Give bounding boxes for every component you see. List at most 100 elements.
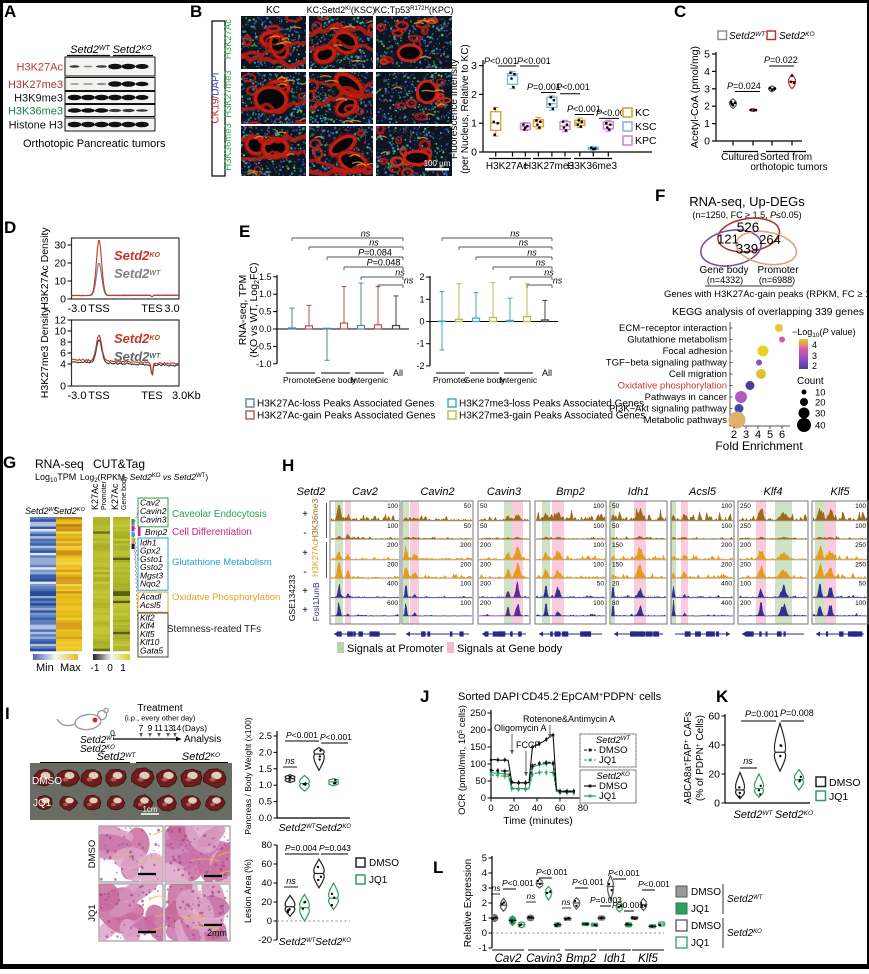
svg-text:60: 60 — [261, 859, 272, 870]
svg-text:Setd2: Setd2 — [297, 486, 326, 498]
svg-text:50: 50 — [612, 503, 620, 510]
svg-text:G: G — [3, 453, 16, 472]
svg-text:Stemness-reated TFs: Stemness-reated TFs — [167, 624, 261, 635]
svg-text:Pathways in cancer: Pathways in cancer — [645, 392, 727, 403]
svg-text:2: 2 — [812, 361, 817, 371]
svg-text:ns: ns — [404, 276, 414, 286]
svg-text:orthotopic tumors: orthotopic tumors — [750, 162, 827, 173]
svg-text:1: 1 — [482, 913, 487, 924]
svg-text:H3K27Ac: H3K27Ac — [17, 62, 64, 74]
svg-text:200: 200 — [721, 542, 732, 549]
svg-text:250: 250 — [740, 523, 751, 530]
svg-text:TGF−beta signaling pathway: TGF−beta signaling pathway — [606, 358, 727, 369]
svg-text:H3K27Ac: H3K27Ac — [223, 19, 234, 59]
svg-text:P<0.001: P<0.001 — [608, 868, 640, 878]
svg-text:P<0.001: P<0.001 — [536, 867, 568, 877]
svg-text:Fluorescence Intensity: Fluorescence Intensity — [449, 59, 460, 159]
svg-text:250: 250 — [740, 503, 751, 510]
svg-text:3: 3 — [471, 60, 477, 72]
svg-text:200: 200 — [460, 542, 471, 549]
svg-text:200: 200 — [721, 562, 732, 569]
svg-text:CUT&Tag: CUT&Tag — [93, 457, 145, 471]
svg-text:KC: KC — [266, 5, 280, 16]
svg-text:Lesion Area (%): Lesion Area (%) — [243, 859, 253, 923]
svg-text:0: 0 — [481, 793, 486, 804]
svg-text:P<0.001: P<0.001 — [572, 877, 604, 887]
svg-text:0: 0 — [60, 294, 66, 306]
svg-text:200: 200 — [740, 542, 751, 549]
svg-text:100: 100 — [855, 600, 866, 607]
svg-text:Idh1: Idh1 — [604, 953, 626, 965]
svg-text:40: 40 — [815, 421, 826, 432]
svg-text:P=0.001: P=0.001 — [612, 900, 644, 910]
svg-text:(Days): (Days) — [182, 723, 207, 733]
svg-text:Relative Expression: Relative Expression — [463, 859, 474, 947]
svg-text:200: 200 — [480, 562, 491, 569]
svg-text:50: 50 — [597, 581, 605, 588]
svg-text:+: + — [302, 586, 308, 597]
svg-text:Caveolar Endocytosis: Caveolar Endocytosis — [172, 509, 267, 520]
svg-text:100: 100 — [593, 562, 604, 569]
svg-text:GSE134233: GSE134233 — [287, 575, 297, 622]
svg-text:+: + — [302, 509, 308, 520]
svg-text:0: 0 — [471, 147, 477, 159]
svg-text:DMSO: DMSO — [32, 776, 62, 787]
svg-text:0.5: 0.5 — [259, 307, 272, 317]
svg-text:+: + — [302, 548, 308, 559]
svg-text:ns: ns — [285, 756, 295, 766]
svg-text:Treatment: Treatment — [137, 703, 182, 714]
svg-text:Klf4: Klf4 — [764, 486, 783, 498]
svg-text:Promoter: Promoter — [101, 481, 108, 510]
svg-text:P=0.008: P=0.008 — [780, 708, 814, 718]
svg-text:P<0.001: P<0.001 — [502, 878, 534, 888]
svg-text:ns: ns — [369, 238, 379, 248]
svg-text:50: 50 — [480, 523, 488, 530]
svg-text:7: 7 — [139, 723, 144, 733]
svg-text:-2: -2 — [416, 361, 424, 371]
svg-text:200: 200 — [387, 542, 398, 549]
svg-text:Signals at Promoter: Signals at Promoter — [347, 643, 444, 655]
svg-text:All: All — [542, 368, 552, 378]
svg-text:P=0.043: P=0.043 — [319, 843, 351, 853]
svg-text:200: 200 — [480, 600, 491, 607]
svg-text:100: 100 — [721, 523, 732, 530]
svg-text:100: 100 — [855, 503, 866, 510]
svg-text:Cav2: Cav2 — [352, 486, 378, 498]
svg-text:5: 5 — [482, 853, 487, 864]
svg-text:Cavin3: Cavin3 — [526, 953, 562, 965]
svg-text:-1: -1 — [479, 943, 487, 954]
svg-text:TSS: TSS — [88, 303, 109, 315]
svg-text:Acsl5: Acsl5 — [139, 600, 161, 610]
svg-text:H3K27Ac: H3K27Ac — [310, 540, 320, 577]
svg-text:20: 20 — [509, 803, 520, 814]
svg-text:Oxidatve Phosphorylation: Oxidatve Phosphorylation — [172, 592, 280, 603]
svg-text:H3K27me3: H3K27me3 — [223, 70, 234, 118]
svg-text:8: 8 — [60, 337, 66, 349]
svg-text:50: 50 — [859, 581, 867, 588]
svg-text:TES: TES — [141, 303, 162, 315]
svg-text:11: 11 — [154, 723, 163, 733]
svg-text:Oxidative phosphorylation: Oxidative phosphorylation — [618, 381, 727, 392]
svg-text:Cavin3: Cavin3 — [140, 515, 167, 525]
svg-text:0.0: 0.0 — [259, 324, 272, 334]
svg-text:F: F — [655, 186, 665, 205]
svg-text:40: 40 — [532, 803, 543, 814]
svg-text:KC;Setd2KI(KSC): KC;Setd2KI(KSC) — [307, 5, 376, 15]
svg-text:-: - — [303, 528, 306, 539]
svg-text:-20: -20 — [258, 935, 272, 946]
svg-text:Signals at Gene body: Signals at Gene body — [457, 643, 563, 655]
svg-text:H3K27Ac Density: H3K27Ac Density — [39, 227, 51, 310]
svg-text:Cav2: Cav2 — [495, 953, 522, 965]
svg-text:-3.0: -3.0 — [68, 390, 87, 402]
svg-text:2mm: 2mm — [207, 928, 227, 938]
svg-text:ns: ns — [743, 756, 753, 766]
svg-text:20: 20 — [815, 398, 826, 409]
svg-text:1: 1 — [471, 118, 477, 130]
svg-text:Oligomycin A: Oligomycin A — [494, 723, 547, 733]
svg-text:K27Ac: K27Ac — [110, 483, 120, 510]
svg-text:Bmp2: Bmp2 — [566, 953, 597, 965]
svg-text:400: 400 — [387, 581, 398, 588]
svg-text:1.5: 1.5 — [259, 764, 272, 775]
svg-text:1.0: 1.0 — [259, 780, 272, 791]
svg-text:-1: -1 — [416, 339, 424, 349]
